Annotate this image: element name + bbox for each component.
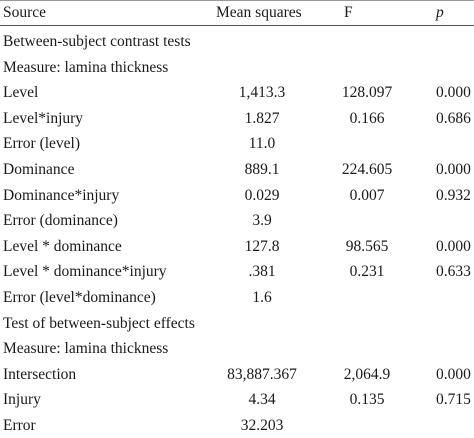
f-cell: 98.565 [345, 237, 389, 255]
f-cell: 0.166 [349, 109, 385, 127]
section-label: Between-subject contrast tests [3, 33, 191, 50]
p-cell: 0.000 [436, 365, 471, 383]
source-cell: Injury [3, 391, 41, 409]
top-rule [0, 0, 474, 1]
mean-squares-cell: 127.8 [244, 237, 280, 255]
table-row: Error (dominance) 3.9 [0, 209, 474, 233]
f-cell: 0.231 [349, 263, 385, 281]
source-cell: Error (level) [3, 135, 81, 153]
header-rule [0, 25, 474, 26]
source-cell: Error (level*dominance) [3, 289, 156, 306]
section-row: Measure: lamina thickness [0, 56, 474, 80]
p-cell: 0.000 [436, 161, 471, 178]
mean-squares-cell: 0.029 [244, 186, 280, 204]
mean-squares-cell: 11.0 [248, 135, 276, 153]
table-row: Injury 4.34 0.135 0.715 [0, 388, 474, 412]
section-label: Test of between-subject effects [3, 314, 195, 332]
source-cell: Dominance [3, 161, 75, 178]
source-cell: Level [3, 84, 39, 102]
source-cell: Level*injury [3, 109, 84, 127]
mean-squares-cell: 1.6 [252, 289, 272, 306]
table-row: Level * dominance 127.8 98.565 0.000 [0, 235, 474, 259]
f-cell: 0.007 [349, 186, 385, 204]
mean-squares-cell: 1,413.3 [238, 84, 286, 102]
source-cell: Dominance*injury [3, 186, 120, 204]
table-row: Error (level) 11.0 [0, 132, 474, 156]
header-row: Source Mean squares F p [0, 1, 474, 25]
table-row: Level*injury 1.827 0.166 0.686 [0, 107, 474, 131]
section-row: Measure: lamina thickness [0, 337, 474, 361]
mean-squares-cell: 4.34 [248, 391, 276, 409]
table-row: Dominance 889.1 224.605 0.000 [0, 158, 474, 182]
section-label: Measure: lamina thickness [3, 58, 169, 76]
table-row: Level * dominance*injury .381 0.231 0.633 [0, 260, 474, 284]
mean-squares-cell: 83,887.367 [227, 365, 297, 383]
table-row: Intersection 83,887.367 2,064.9 0.000 [0, 363, 474, 387]
source-cell: Intersection [3, 365, 77, 383]
source-cell: Error (dominance) [3, 212, 118, 230]
f-cell: 2,064.9 [343, 365, 391, 383]
f-cell: 224.605 [341, 161, 393, 178]
source-cell: Level * dominance [3, 237, 122, 255]
f-cell: 128.097 [341, 84, 393, 102]
header-mean-squares: Mean squares [216, 4, 302, 21]
p-cell: 0.932 [436, 186, 471, 204]
mean-squares-cell: 32.203 [240, 417, 284, 434]
section-row: Between-subject contrast tests [0, 30, 474, 54]
header-source: Source [3, 4, 47, 21]
table-row: Level 1,413.3 128.097 0.000 [0, 81, 474, 105]
section-label: Measure: lamina thickness [3, 340, 169, 358]
mean-squares-cell: .381 [248, 263, 276, 281]
source-cell: Level * dominance*injury [3, 263, 167, 281]
mean-squares-cell: 889.1 [244, 161, 280, 178]
table-row: Error (level*dominance) 1.6 [0, 286, 474, 310]
p-cell: 0.000 [436, 237, 471, 255]
header-f: F [344, 4, 353, 21]
mean-squares-cell: 3.9 [252, 212, 272, 230]
p-cell: 0.686 [436, 109, 471, 127]
p-cell: 0.715 [436, 391, 471, 409]
f-cell: 0.135 [349, 391, 385, 409]
source-cell: Error [3, 417, 36, 434]
table-row: Error 32.203 [0, 414, 474, 438]
mean-squares-cell: 1.827 [244, 109, 280, 127]
p-cell: 0.000 [436, 84, 471, 102]
table-row: Dominance*injury 0.029 0.007 0.932 [0, 184, 474, 208]
section-row: Test of between-subject effects [0, 312, 474, 336]
p-cell: 0.633 [436, 263, 471, 281]
header-p: p [436, 4, 444, 21]
